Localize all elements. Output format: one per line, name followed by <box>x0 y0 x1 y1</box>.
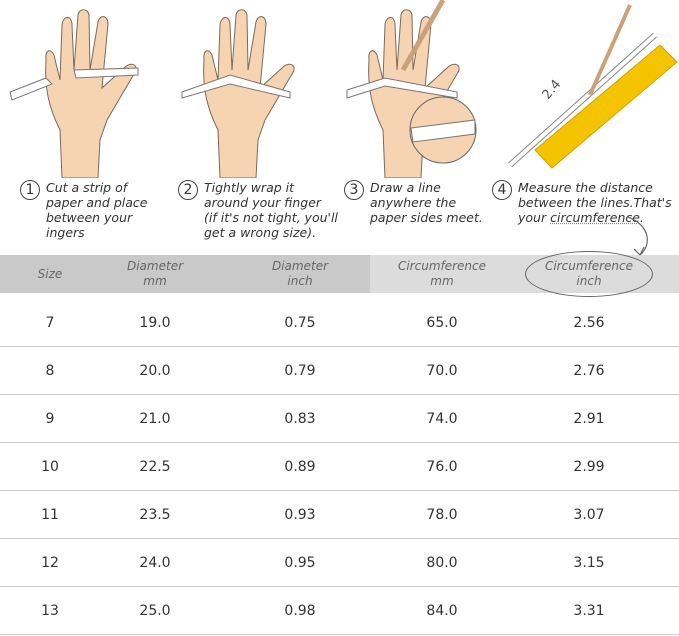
table-cell: 0.95 <box>284 554 316 571</box>
table-cell: 25.0 <box>139 602 171 619</box>
step-2: 2 Tightly wrap it around your finger (if … <box>178 180 338 240</box>
step-text: Cut a strip of paper and place between y… <box>46 180 148 240</box>
step-number: 3 <box>344 180 364 200</box>
header-size: Size <box>37 266 63 281</box>
table-cell: 2.56 <box>573 314 605 331</box>
table-row: 7 19.0 0.75 65.0 2.56 <box>0 299 679 347</box>
step-number: 1 <box>20 180 40 200</box>
table-cell: 3.31 <box>573 602 605 619</box>
table-cell: 3.07 <box>573 506 605 523</box>
table-cell: 2.91 <box>573 410 605 427</box>
ruler-step-4: 2.4 <box>507 4 678 169</box>
table-row: 11 23.5 0.93 78.0 3.07 <box>0 491 679 539</box>
ruler-mark: 2.4 <box>540 77 565 102</box>
table-cell: 0.93 <box>284 506 316 523</box>
arrow-icon <box>627 216 648 256</box>
hand-step-1 <box>9 9 139 178</box>
table-row: 8 20.0 0.79 70.0 2.76 <box>0 347 679 395</box>
step-text: Draw a line anywhere the paper sides mee… <box>370 180 483 225</box>
highlight-ellipse <box>525 251 653 297</box>
table-cell: 0.89 <box>284 458 316 475</box>
hand-step-2 <box>181 9 295 178</box>
step-text: Tightly wrap it around your finger (if i… <box>204 180 338 240</box>
table-cell: 11 <box>41 506 59 523</box>
step-text: Measure the distance between the lines.T… <box>518 180 672 225</box>
table-cell: 84.0 <box>426 602 458 619</box>
table-cell: 20.0 <box>139 362 171 379</box>
table-cell: 21.0 <box>139 410 171 427</box>
step-4: 4 Measure the distance between the lines.… <box>492 180 672 225</box>
table-cell: 19.0 <box>139 314 171 331</box>
step-number: 4 <box>492 180 512 200</box>
table-cell: 2.99 <box>573 458 605 475</box>
header-diameter-inch: Diameter inch <box>271 259 329 288</box>
table-cell: 10 <box>41 458 59 475</box>
step-number: 2 <box>178 180 198 200</box>
step-1: 1 Cut a strip of paper and place between … <box>20 180 147 240</box>
table-cell: 0.79 <box>284 362 316 379</box>
table-cell: 24.0 <box>139 554 171 571</box>
step-3: 3 Draw a line anywhere the paper sides me… <box>344 180 483 225</box>
table-row: 10 22.5 0.89 76.0 2.99 <box>0 443 679 491</box>
table-cell: 12 <box>41 554 59 571</box>
table-cell: 70.0 <box>426 362 458 379</box>
table-cell: 2.76 <box>573 362 605 379</box>
table-cell: 0.75 <box>284 314 316 331</box>
table-cell: 22.5 <box>139 458 171 475</box>
header-circumference-mm: Circumference mm <box>397 259 487 288</box>
table-cell: 8 <box>45 362 55 379</box>
table-cell: 23.5 <box>139 506 171 523</box>
table-cell: 76.0 <box>426 458 458 475</box>
measuring-illustrations: 2.4 <box>9 0 678 178</box>
table-row: 13 25.0 0.98 84.0 3.31 <box>0 587 679 635</box>
table-cell: 7 <box>45 314 55 331</box>
table-cell: 9 <box>45 410 55 427</box>
table-cell: 13 <box>41 602 59 619</box>
table-cell: 0.83 <box>284 410 316 427</box>
table-cell: 3.15 <box>573 554 605 571</box>
table-cell: 74.0 <box>426 410 458 427</box>
hand-step-3 <box>346 0 477 178</box>
table-row: 12 24.0 0.95 80.0 3.15 <box>0 539 679 587</box>
header-diameter-mm: Diameter mm <box>126 259 184 288</box>
table-cell: 0.98 <box>284 602 316 619</box>
table-row: 9 21.0 0.83 74.0 2.91 <box>0 395 679 443</box>
table-cell: 80.0 <box>426 554 458 571</box>
table-cell: 65.0 <box>426 314 458 331</box>
table-cell: 78.0 <box>426 506 458 523</box>
